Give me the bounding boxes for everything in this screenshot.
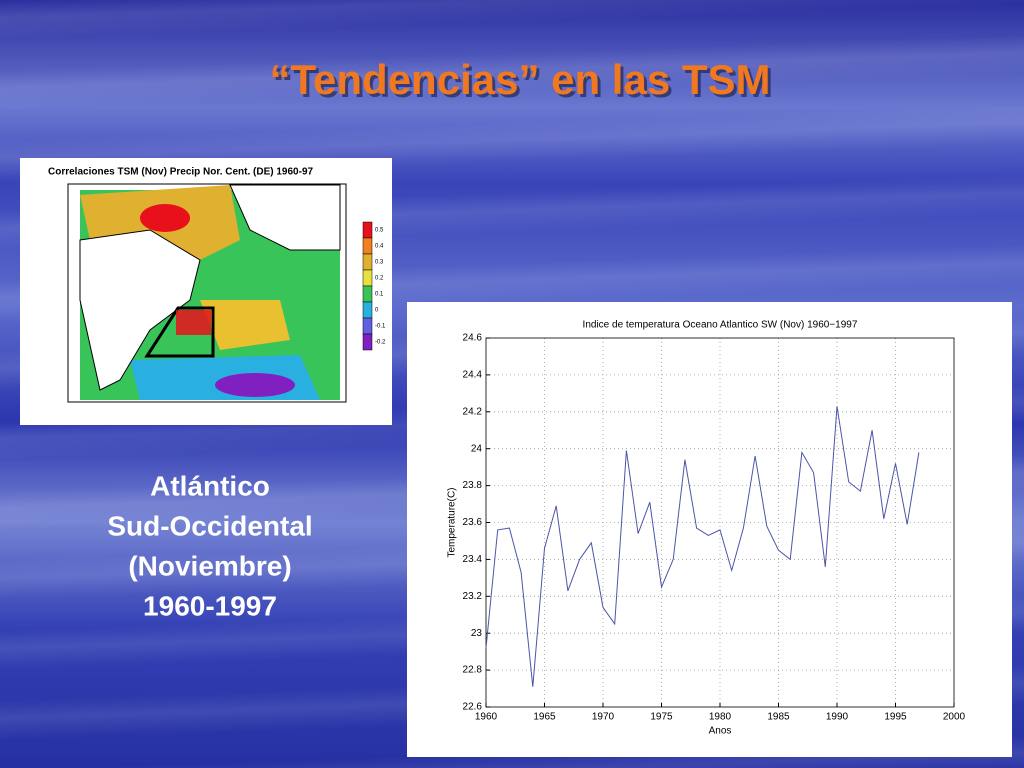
map-land xyxy=(229,184,341,251)
y-tick-label: 22.6 xyxy=(463,702,483,713)
x-tick-label: 1965 xyxy=(533,712,556,723)
colorbar-swatch xyxy=(362,269,373,287)
x-tick-label: 1990 xyxy=(826,712,849,723)
data-line xyxy=(485,406,920,687)
x-tick-label: 2000 xyxy=(943,712,966,723)
x-tick-label: 1995 xyxy=(884,712,907,723)
y-tick-label: 23.8 xyxy=(463,480,483,491)
colorbar-label: 0.3 xyxy=(375,260,384,266)
y-tick-label: 24.2 xyxy=(463,406,483,417)
caption-line: Sud-Occidental xyxy=(107,510,312,541)
y-tick-label: 22.8 xyxy=(463,665,483,676)
y-tick-label: 24.6 xyxy=(463,333,483,344)
x-tick-label: 1970 xyxy=(592,712,615,723)
colorbar-swatch xyxy=(362,285,373,303)
slide-title: “Tendencias” en las TSM xyxy=(269,56,770,103)
y-tick-label: 23.4 xyxy=(463,554,483,565)
colorbar-swatch xyxy=(362,237,373,255)
colorbar-label: 0.5 xyxy=(375,228,384,234)
colorbar-label: 0.2 xyxy=(375,276,384,282)
caption: Atlántico Sud-Occidental (Noviembre) 1960-1… xyxy=(107,470,312,621)
caption-line: Atlántico xyxy=(150,470,270,501)
x-tick-label: 1980 xyxy=(709,712,732,723)
colorbar-label: -0.2 xyxy=(375,340,386,346)
y-tick-label: 23.6 xyxy=(463,517,483,528)
map-region xyxy=(140,204,190,232)
x-axis-label: Anos xyxy=(709,726,732,737)
colorbar-label: 0.1 xyxy=(375,292,384,298)
y-tick-label: 23 xyxy=(471,628,483,639)
map-land xyxy=(79,229,201,391)
colorbar-label: -0.1 xyxy=(375,324,386,330)
colorbar: 0.5 0.4 0.3 0.2 0.1 0 -0.1 -0.2 xyxy=(362,221,386,351)
colorbar-swatch xyxy=(362,317,373,335)
colorbar-label: 0 xyxy=(375,308,379,314)
map-region xyxy=(176,310,211,335)
colorbar-swatch xyxy=(362,253,373,271)
y-tick-label: 23.2 xyxy=(463,591,483,602)
y-tick-label: 24.4 xyxy=(463,370,483,381)
chart-frame xyxy=(407,302,1012,757)
map-box xyxy=(144,306,215,358)
x-tick-label: 1960 xyxy=(475,712,498,723)
colorbar-label: 0.4 xyxy=(375,244,384,250)
y-axis-label: Temperature(C) xyxy=(447,487,458,557)
colorbar-swatch xyxy=(362,333,373,351)
caption-line: 1960-1997 xyxy=(143,590,277,621)
map-region xyxy=(200,300,290,350)
map-title: Correlaciones TSM (Nov) Precip Nor. Cent… xyxy=(48,167,314,178)
x-tick-label: 1985 xyxy=(767,712,790,723)
colorbar-swatch xyxy=(362,221,373,239)
x-tick-label: 1975 xyxy=(650,712,673,723)
plot-frame xyxy=(485,337,955,708)
chart: Indice de temperatura Oceano Atlantico S… xyxy=(447,320,966,737)
colorbar-swatch xyxy=(362,301,373,319)
chart-title: Indice de temperatura Oceano Atlantico S… xyxy=(583,320,858,331)
caption-line: (Noviembre) xyxy=(128,550,291,581)
y-tick-label: 24 xyxy=(471,443,483,454)
map-region xyxy=(215,373,295,397)
map-panel: Correlaciones TSM (Nov) Precip Nor. Cent… xyxy=(20,158,392,425)
title-shadow: “Tendencias” en las TSM xyxy=(272,59,773,106)
